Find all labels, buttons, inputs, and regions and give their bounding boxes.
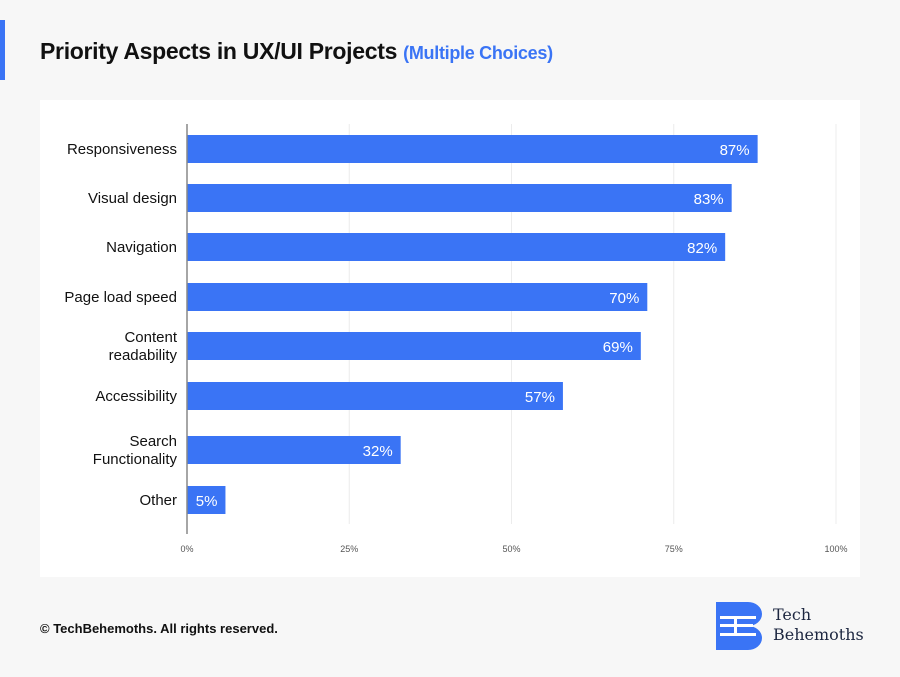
bar bbox=[187, 436, 401, 464]
x-tick-label: 0% bbox=[180, 544, 193, 554]
copyright: © TechBehemoths. All rights reserved. bbox=[40, 621, 278, 636]
bar bbox=[187, 184, 732, 212]
data-label: 32% bbox=[363, 443, 393, 460]
x-tick-label: 50% bbox=[502, 544, 520, 554]
category-label: Navigation bbox=[106, 239, 177, 256]
bar bbox=[187, 382, 563, 410]
data-label: 57% bbox=[525, 389, 555, 406]
category-label: Accessibility bbox=[95, 388, 177, 405]
x-tick-label: 100% bbox=[824, 544, 847, 554]
techbehemoths-logo-icon bbox=[716, 602, 762, 650]
category-label: Search Functionality bbox=[93, 433, 178, 468]
logo-line2: Behemoths bbox=[773, 625, 864, 644]
data-label: 82% bbox=[687, 240, 717, 257]
x-tick-label: 25% bbox=[340, 544, 358, 554]
category-label: Other bbox=[139, 492, 177, 509]
chart-panel: 0% 25% 50% 75% 100% 87% Responsiveness 83% Visua… bbox=[40, 100, 860, 577]
bar bbox=[187, 332, 641, 360]
data-label: 5% bbox=[196, 493, 218, 510]
data-label: 69% bbox=[603, 339, 633, 356]
bar bbox=[187, 135, 758, 163]
category-label: Visual design bbox=[88, 190, 177, 207]
data-label: 83% bbox=[694, 191, 724, 208]
category-label: Content readability bbox=[109, 329, 178, 364]
category-label: Page load speed bbox=[64, 289, 177, 306]
subtitle: (Multiple Choices) bbox=[403, 43, 553, 63]
x-tick-label: 75% bbox=[665, 544, 683, 554]
bar-chart: 0% 25% 50% 75% 100% 87% Responsiveness 83% Visua… bbox=[64, 124, 848, 554]
category-label: Responsiveness bbox=[67, 141, 177, 158]
logo-line1: Tech bbox=[773, 605, 812, 624]
bar bbox=[187, 233, 726, 261]
title-text: Priority Aspects in UX/UI Projects bbox=[40, 38, 398, 64]
title-accent-bar bbox=[0, 20, 5, 80]
data-label: 87% bbox=[720, 142, 750, 159]
data-label: 70% bbox=[609, 290, 639, 307]
logo-text: Tech Behemoths bbox=[773, 605, 864, 645]
page-title: Priority Aspects in UX/UI Projects (Mult… bbox=[40, 38, 553, 65]
bar bbox=[187, 283, 648, 311]
bar bbox=[187, 486, 226, 514]
